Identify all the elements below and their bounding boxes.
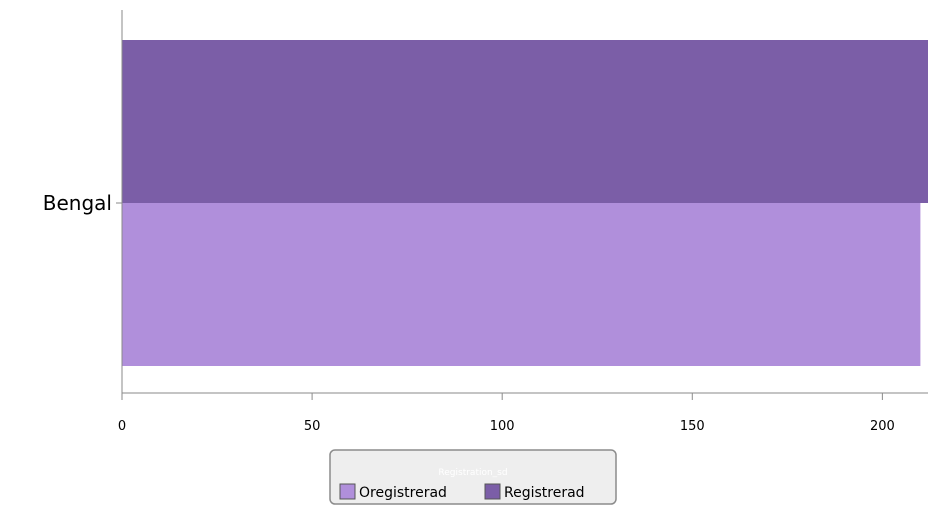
x-tick-label: 50 <box>304 419 321 434</box>
bar-registrerad-bengal[interactable] <box>122 40 928 203</box>
legend-swatch-oregistrerad[interactable] <box>339 483 356 500</box>
x-tick-label: 100 <box>490 419 515 434</box>
legend[interactable]: Registration_sd Oregistrerad Registrerad <box>329 449 617 505</box>
x-tick-label: 150 <box>680 419 705 434</box>
bars-layer <box>122 40 928 366</box>
legend-swatch-registrerad[interactable] <box>484 483 501 500</box>
x-tick-label: 0 <box>118 419 126 434</box>
legend-label-registrerad[interactable]: Registrerad <box>504 485 585 501</box>
legend-title: Registration_sd <box>438 468 507 478</box>
legend-box <box>329 449 617 505</box>
x-tick-label: 200 <box>870 419 895 434</box>
legend-label-oregistrerad[interactable]: Oregistrerad <box>359 485 447 501</box>
axes-layer <box>121 10 928 394</box>
category-label: Bengal <box>43 191 112 215</box>
bar-oregistrerad-bengal[interactable] <box>122 203 921 366</box>
labels-layer: Bengal 0 50 100 150 200 <box>43 191 895 434</box>
